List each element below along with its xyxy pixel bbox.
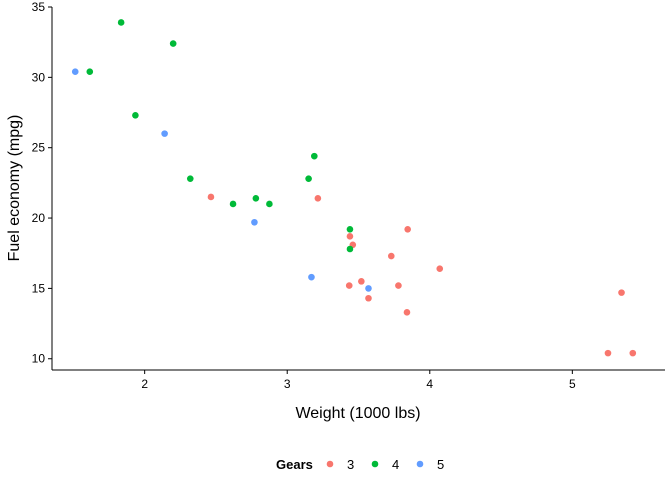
y-tick-label: 20 (32, 211, 46, 225)
data-point-gear-3 (345, 282, 353, 289)
data-point-gear-4 (169, 40, 177, 47)
data-point-gear-4 (346, 245, 354, 253)
data-point-gear-4 (229, 200, 237, 208)
y-axis: 10 15 20 25 30 35 (32, 0, 53, 370)
legend-title: Gears (276, 457, 313, 472)
y-tick-label: 15 (32, 281, 46, 295)
data-point-gear-5 (365, 285, 372, 292)
x-axis-title: Weight (1000 lbs) (295, 405, 420, 422)
data-point-gear-3 (604, 349, 612, 357)
legend: Gears 3 4 5 (276, 457, 444, 472)
data-point-gear-5 (308, 273, 315, 281)
data-point-gear-4 (86, 68, 94, 76)
legend-key-3 (326, 460, 334, 468)
x-tick-label: 4 (426, 377, 433, 391)
data-point-gear-3 (207, 193, 215, 201)
y-axis-title: Fuel economy (mpg) (6, 115, 23, 262)
legend-label-4: 4 (392, 457, 399, 472)
x-axis: 2 3 4 5 (52, 369, 665, 391)
data-point-gear-4 (132, 112, 139, 119)
data-point-gear-3 (395, 282, 402, 289)
data-point-gear-3 (346, 233, 354, 240)
data-point-gear-4 (252, 195, 260, 202)
data-point-gear-5 (71, 68, 79, 76)
data-point-gear-3 (358, 278, 365, 285)
data-point-gear-3 (314, 195, 322, 202)
y-tick-label: 25 (32, 141, 46, 155)
x-tick-label: 2 (141, 377, 148, 391)
data-point-gear-3 (436, 265, 444, 272)
legend-key-5 (416, 460, 424, 468)
legend-key-4 (371, 460, 379, 468)
legend-label-5: 5 (437, 457, 444, 472)
data-point-gear-3 (404, 226, 411, 233)
y-tick-label: 35 (32, 0, 46, 14)
data-point-gear-5 (161, 130, 168, 137)
legend-label-3: 3 (347, 457, 354, 472)
data-point-gear-4 (266, 200, 273, 208)
data-point-gear-3 (365, 294, 372, 302)
data-point-gear-5 (251, 218, 258, 226)
data-point-gear-3 (403, 309, 411, 316)
x-tick-label: 5 (569, 377, 576, 391)
y-tick-label: 30 (32, 70, 46, 84)
data-point-gear-4 (186, 175, 194, 182)
data-point-gear-3 (387, 252, 395, 260)
data-point-gear-4 (305, 175, 312, 182)
data-point-gear-4 (117, 19, 125, 26)
data-point-gear-4 (346, 226, 354, 233)
data-point-gear-4 (311, 152, 318, 160)
data-points (71, 19, 637, 357)
x-tick-label: 3 (284, 377, 291, 391)
data-point-gear-3 (629, 349, 637, 357)
data-point-gear-3 (618, 289, 625, 296)
y-tick-label: 10 (32, 352, 46, 366)
